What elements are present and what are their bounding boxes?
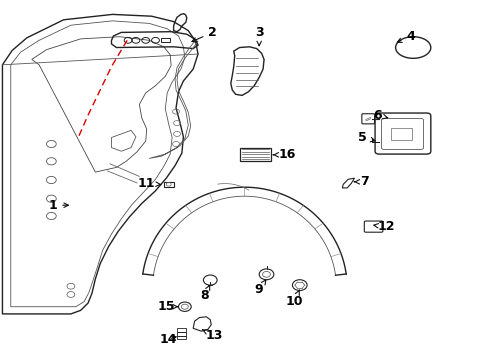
Text: 6: 6 (372, 109, 387, 122)
Text: 2: 2 (192, 26, 217, 42)
Bar (177, 328, 185, 332)
Text: 12: 12 (373, 220, 394, 233)
Text: 14: 14 (160, 333, 177, 346)
Text: 3: 3 (254, 26, 263, 46)
Text: 9: 9 (254, 280, 265, 296)
Text: 4: 4 (396, 30, 414, 42)
Bar (390, 128, 411, 140)
Text: 7: 7 (354, 175, 368, 188)
Bar (161, 38, 170, 42)
Text: 8: 8 (200, 285, 209, 302)
Text: 11: 11 (138, 177, 161, 190)
Bar (177, 336, 185, 339)
Bar (163, 182, 173, 187)
Text: 5: 5 (358, 131, 374, 144)
Text: 16: 16 (273, 148, 296, 161)
Text: 15: 15 (157, 300, 178, 313)
Bar (239, 148, 271, 161)
Bar (177, 332, 185, 336)
Text: 13: 13 (202, 329, 223, 342)
Text: 10: 10 (285, 290, 302, 308)
Text: 1: 1 (48, 199, 68, 212)
